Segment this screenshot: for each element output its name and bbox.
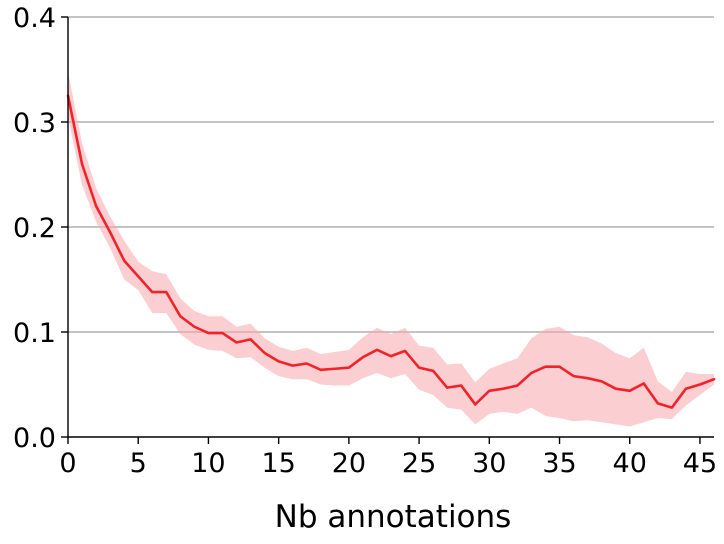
x-tick-labels: 0 5 10 15 20 25 30 35 40 45 bbox=[59, 448, 717, 479]
data-point-0-44 bbox=[685, 388, 687, 390]
x-tick-label-2: 10 bbox=[191, 448, 225, 479]
data-point-0-6 bbox=[151, 291, 153, 293]
data-point-0-12 bbox=[235, 341, 237, 343]
data-point-0-19 bbox=[334, 368, 336, 370]
data-point-0-7 bbox=[165, 291, 167, 293]
data-point-0-29 bbox=[474, 403, 476, 405]
data-point-0-40 bbox=[629, 390, 631, 392]
data-point-0-16 bbox=[291, 364, 293, 366]
data-point-0-17 bbox=[306, 362, 308, 364]
data-point-0-13 bbox=[249, 338, 251, 340]
data-point-0-37 bbox=[586, 377, 588, 379]
data-point-0-4 bbox=[123, 259, 125, 261]
y-tick-label-3: 0.3 bbox=[13, 108, 56, 139]
series-line-layer bbox=[66, 94, 716, 409]
data-point-0-24 bbox=[404, 350, 406, 352]
data-point-0-10 bbox=[207, 332, 209, 334]
data-point-0-18 bbox=[320, 369, 322, 371]
data-point-0-36 bbox=[572, 375, 574, 377]
x-tick-label-8: 40 bbox=[613, 448, 647, 479]
data-point-0-28 bbox=[460, 384, 462, 386]
data-point-0-8 bbox=[179, 315, 181, 317]
x-tick-label-1: 5 bbox=[130, 448, 147, 479]
data-point-0-20 bbox=[348, 367, 350, 369]
data-point-0-22 bbox=[376, 349, 378, 351]
x-tick-label-3: 15 bbox=[261, 448, 295, 479]
data-point-0-38 bbox=[600, 380, 602, 382]
data-point-0-21 bbox=[362, 356, 364, 358]
data-point-0-5 bbox=[137, 275, 139, 277]
data-point-0-26 bbox=[432, 370, 434, 372]
data-point-0-23 bbox=[390, 355, 392, 357]
axes bbox=[61, 16, 714, 444]
data-point-0-33 bbox=[530, 372, 532, 374]
data-point-0-30 bbox=[488, 390, 490, 392]
data-point-0-34 bbox=[544, 365, 546, 367]
data-point-0-32 bbox=[516, 384, 518, 386]
data-point-0-9 bbox=[193, 326, 195, 328]
data-point-0-11 bbox=[221, 332, 223, 334]
data-point-0-41 bbox=[643, 382, 645, 384]
data-point-0-2 bbox=[95, 205, 97, 207]
x-tick-label-5: 25 bbox=[402, 448, 436, 479]
y-tick-label-4: 0.4 bbox=[13, 3, 56, 34]
x-tick-label-9: 45 bbox=[683, 448, 717, 479]
data-point-0-15 bbox=[277, 360, 279, 362]
series-line-0 bbox=[66, 94, 716, 409]
confidence-band-layer bbox=[68, 71, 714, 427]
y-tick-label-2: 0.2 bbox=[13, 213, 56, 244]
x-tick-label-6: 30 bbox=[472, 448, 506, 479]
confidence-band-0 bbox=[68, 71, 714, 427]
x-tick-label-4: 20 bbox=[332, 448, 366, 479]
data-point-0-31 bbox=[502, 388, 504, 390]
x-tick-label-0: 0 bbox=[59, 448, 76, 479]
y-tick-labels: 0.0 0.1 0.2 0.3 0.4 bbox=[13, 3, 56, 454]
x-tick-label-7: 35 bbox=[542, 448, 576, 479]
y-tick-label-0: 0.0 bbox=[13, 423, 56, 454]
data-point-0-27 bbox=[446, 386, 448, 388]
data-point-0-25 bbox=[418, 367, 420, 369]
data-point-0-14 bbox=[263, 352, 265, 354]
data-point-0-1 bbox=[81, 163, 83, 165]
y-tick-label-1: 0.1 bbox=[13, 318, 56, 349]
data-point-0-46 bbox=[713, 378, 715, 380]
data-point-0-45 bbox=[699, 383, 701, 385]
data-point-0-3 bbox=[109, 231, 111, 233]
data-point-0-35 bbox=[558, 365, 560, 367]
data-point-0-42 bbox=[657, 402, 659, 404]
data-point-0-39 bbox=[614, 388, 616, 390]
x-axis-title: Nb annotations bbox=[275, 499, 512, 535]
data-point-0-43 bbox=[671, 406, 673, 408]
grid-lines bbox=[68, 16, 714, 333]
